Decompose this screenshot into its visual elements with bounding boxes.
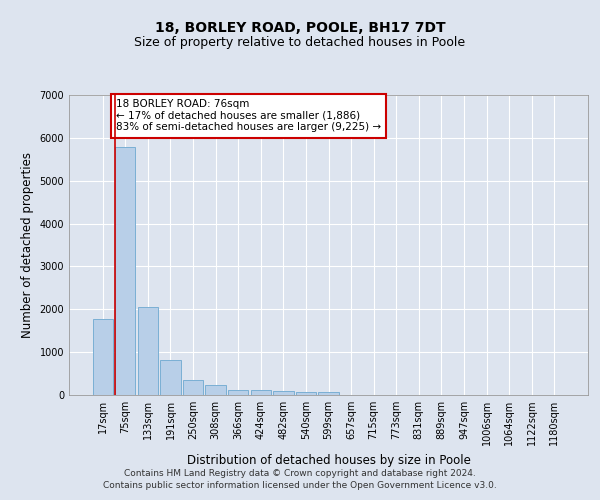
X-axis label: Distribution of detached houses by size in Poole: Distribution of detached houses by size … bbox=[187, 454, 470, 466]
Bar bbox=[251, 390, 271, 395]
Bar bbox=[228, 390, 248, 395]
Text: Contains HM Land Registry data © Crown copyright and database right 2024.: Contains HM Land Registry data © Crown c… bbox=[124, 470, 476, 478]
Text: Contains public sector information licensed under the Open Government Licence v3: Contains public sector information licen… bbox=[103, 480, 497, 490]
Bar bbox=[92, 318, 113, 395]
Bar bbox=[319, 392, 338, 395]
Text: Size of property relative to detached houses in Poole: Size of property relative to detached ho… bbox=[134, 36, 466, 49]
Bar bbox=[115, 148, 136, 395]
Bar bbox=[183, 380, 203, 395]
Bar bbox=[160, 360, 181, 395]
Bar bbox=[205, 384, 226, 395]
Text: 18, BORLEY ROAD, POOLE, BH17 7DT: 18, BORLEY ROAD, POOLE, BH17 7DT bbox=[155, 20, 445, 34]
Bar bbox=[296, 392, 316, 395]
Bar bbox=[273, 390, 293, 395]
Y-axis label: Number of detached properties: Number of detached properties bbox=[21, 152, 34, 338]
Text: 18 BORLEY ROAD: 76sqm
← 17% of detached houses are smaller (1,886)
83% of semi-d: 18 BORLEY ROAD: 76sqm ← 17% of detached … bbox=[116, 100, 381, 132]
Bar bbox=[138, 306, 158, 395]
